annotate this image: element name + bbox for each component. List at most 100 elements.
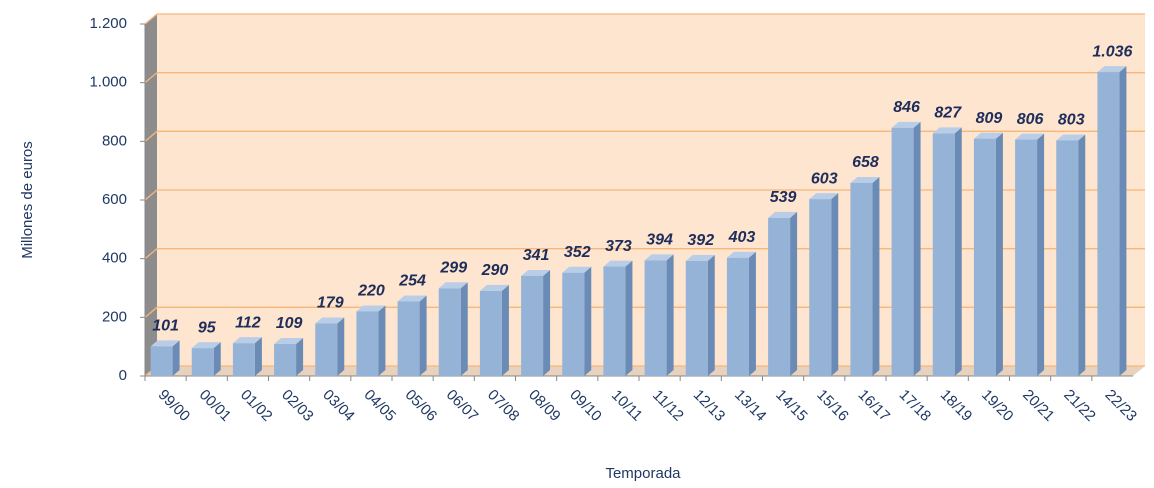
x-tick-label: 18/19 — [937, 386, 976, 425]
bar — [521, 275, 544, 376]
bar-top — [685, 255, 715, 262]
bar — [891, 127, 914, 376]
y-tick-label: 0 — [119, 367, 127, 384]
x-tick-label: 04/05 — [361, 386, 400, 425]
value-label: 299 — [439, 260, 467, 277]
bar-top — [397, 295, 427, 302]
value-label: 254 — [398, 273, 426, 290]
bar — [191, 348, 214, 376]
value-label: 392 — [687, 232, 714, 249]
bar-top — [932, 127, 962, 134]
y-tick-label: 800 — [102, 132, 127, 149]
bar — [562, 272, 585, 376]
bar-top — [1056, 134, 1086, 141]
x-tick-label: 05/06 — [402, 386, 441, 425]
y-axis-label: Millones de euros — [19, 141, 36, 259]
bar-side — [501, 284, 509, 376]
bar-side — [748, 251, 756, 376]
bar-side — [296, 338, 304, 376]
value-label: 101 — [152, 318, 179, 335]
bar — [809, 199, 832, 376]
bar — [150, 346, 173, 376]
bar-top — [603, 260, 633, 267]
bar — [768, 217, 791, 376]
x-tick-label: 02/03 — [278, 386, 317, 425]
value-label: 658 — [852, 154, 879, 171]
bar-side — [707, 255, 715, 376]
bar — [1056, 140, 1079, 376]
bar-side — [1037, 133, 1045, 376]
bar-top — [973, 132, 1003, 139]
bar-side — [378, 305, 386, 376]
bar-top — [150, 340, 180, 347]
grid-line — [144, 72, 1145, 84]
value-label: 394 — [646, 232, 673, 249]
x-tick-label: 22/23 — [1102, 386, 1141, 425]
bar-side — [831, 193, 839, 376]
bar-side — [995, 132, 1003, 376]
bar-side — [172, 340, 180, 376]
bar — [726, 257, 749, 376]
y-tick-label: 200 — [102, 308, 127, 325]
x-tick-label: 16/17 — [855, 386, 894, 425]
x-axis-label: Temporada — [605, 465, 681, 482]
bar-side — [213, 342, 221, 376]
value-label: 112 — [235, 314, 261, 331]
x-tick-label: 20/21 — [1019, 386, 1058, 425]
x-tick-label: 03/04 — [319, 386, 358, 425]
bar-side — [460, 282, 468, 376]
bar-side — [625, 260, 633, 376]
value-label: 603 — [811, 170, 838, 187]
x-tick-label: 14/15 — [772, 386, 811, 425]
bar-top — [315, 317, 345, 324]
value-label: 403 — [728, 229, 756, 246]
bar — [274, 344, 297, 376]
x-tick-label: 09/10 — [566, 386, 605, 425]
value-label: 290 — [481, 262, 509, 279]
x-tick-label: 99/00 — [155, 386, 194, 425]
bar — [603, 266, 626, 376]
bar — [685, 261, 708, 376]
value-label: 809 — [976, 110, 1003, 127]
bar-top — [191, 342, 221, 349]
y-tick-label: 1.200 — [89, 15, 127, 32]
y-tick-label: 400 — [102, 250, 127, 267]
bar — [397, 301, 420, 376]
x-tick-label: 11/12 — [649, 387, 687, 425]
value-label: 803 — [1058, 112, 1085, 129]
grid-line — [144, 13, 1145, 25]
x-tick-label: 10/11 — [608, 387, 646, 425]
value-label: 95 — [198, 319, 217, 336]
bar — [932, 133, 955, 376]
value-label: 109 — [276, 315, 303, 332]
bar — [644, 260, 667, 376]
value-label: 1.036 — [1092, 43, 1132, 60]
bar-top — [768, 211, 798, 218]
bar-top — [274, 338, 304, 345]
x-tick-label: 13/14 — [731, 386, 770, 425]
bar — [850, 182, 873, 376]
bar-side — [954, 127, 962, 376]
value-label: 806 — [1017, 111, 1044, 128]
value-label: 341 — [523, 247, 550, 264]
y-tick-label: 1.000 — [89, 74, 127, 91]
bar-top — [891, 121, 921, 128]
x-tick-label: 07/08 — [484, 386, 523, 425]
bar-top — [644, 254, 674, 261]
bar — [315, 323, 338, 376]
bar — [1015, 139, 1038, 376]
bar — [232, 343, 255, 376]
bar-side — [790, 211, 798, 376]
bar-side — [254, 337, 262, 376]
x-tick-label: 08/09 — [525, 386, 564, 425]
x-tick-label: 21/22 — [1060, 386, 1099, 425]
value-label: 539 — [770, 189, 797, 206]
value-label: 179 — [317, 295, 344, 312]
bar-top — [850, 176, 880, 183]
bar-top — [1015, 133, 1045, 140]
x-tick-label: 17/18 — [896, 386, 935, 425]
bar-side — [872, 176, 880, 376]
grid-line — [144, 189, 1145, 201]
